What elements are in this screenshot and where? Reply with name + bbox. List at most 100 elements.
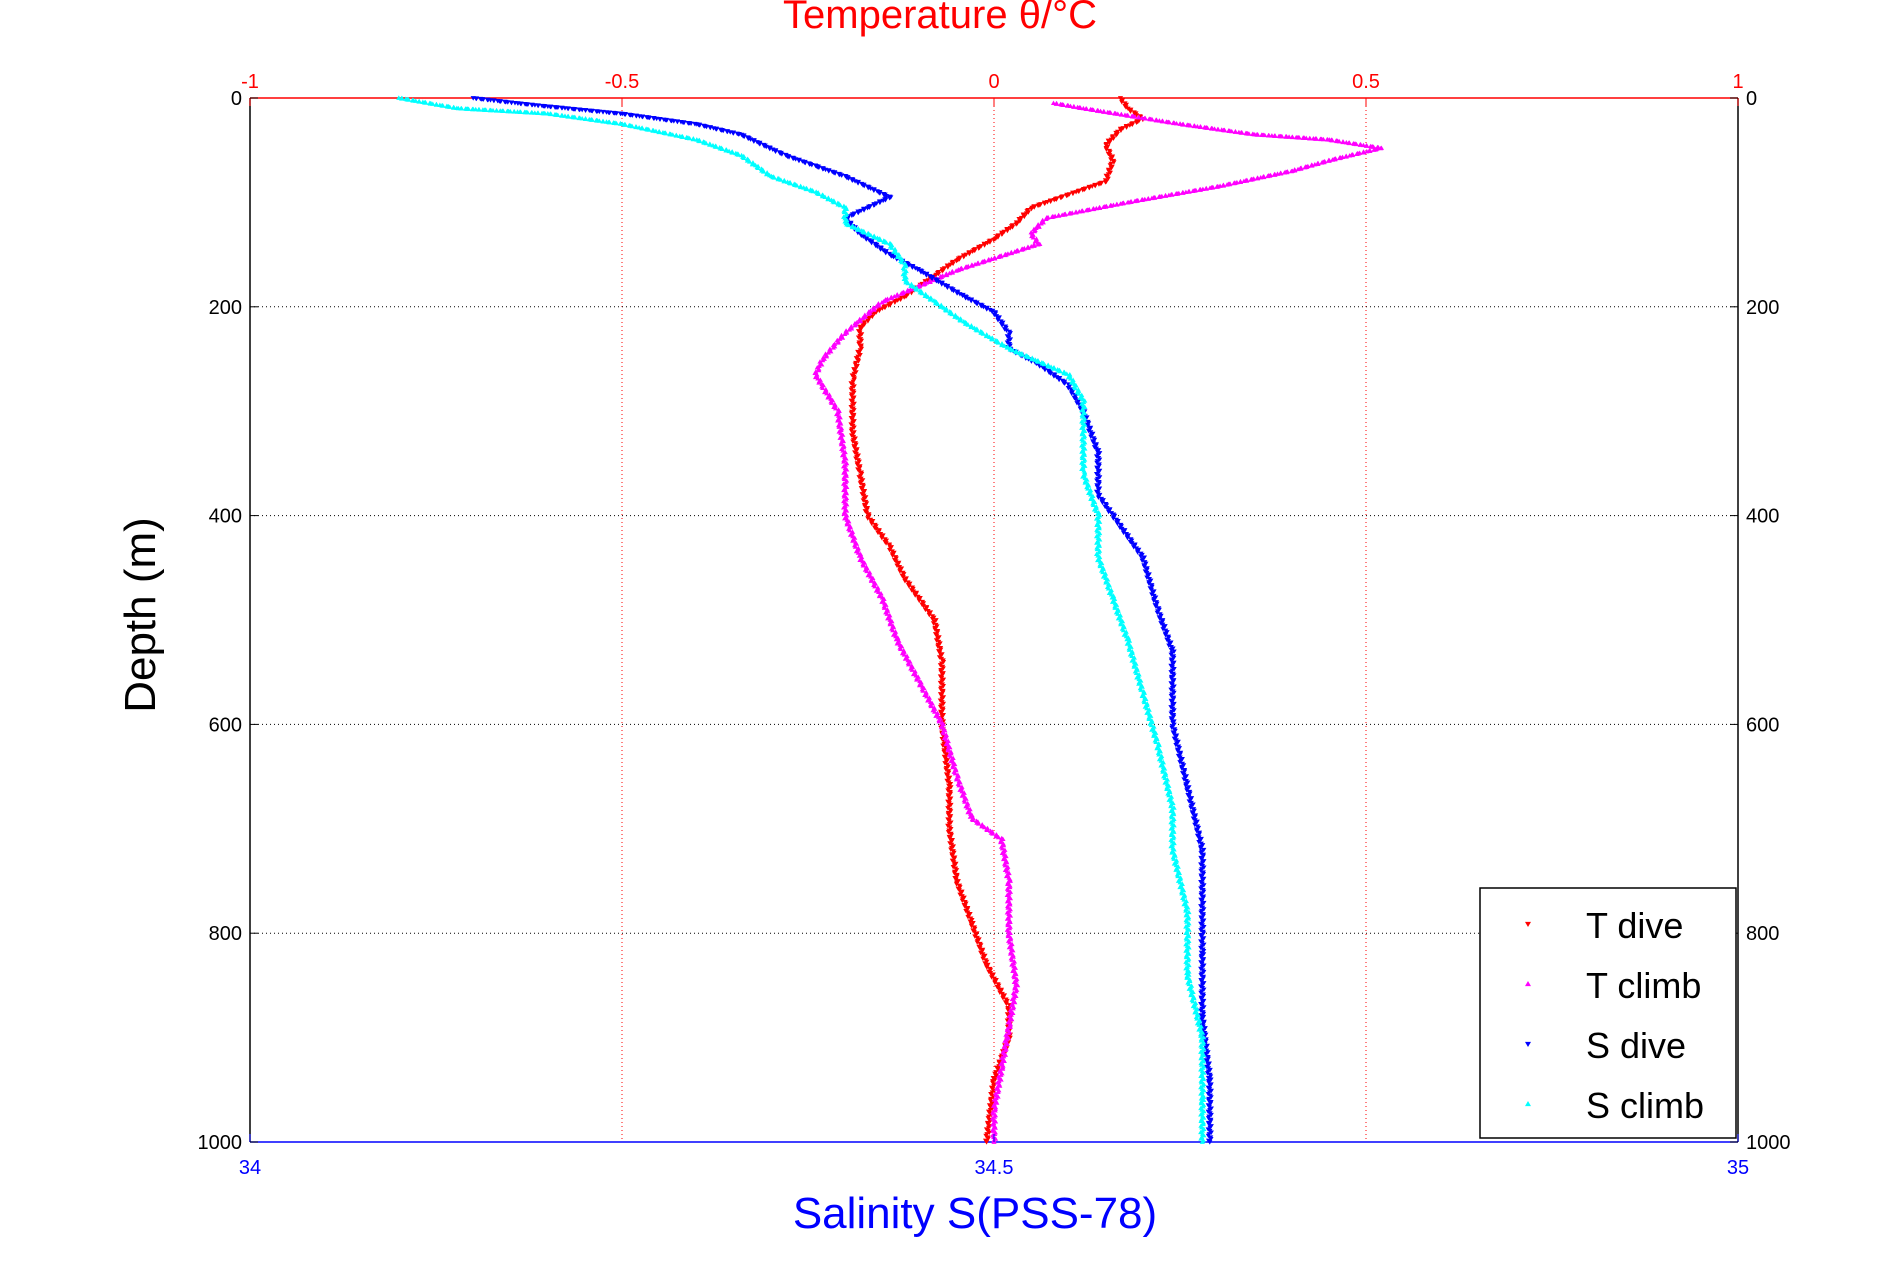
data-point <box>852 544 859 549</box>
data-point <box>1138 554 1144 559</box>
data-point <box>1076 209 1082 214</box>
data-point <box>962 265 969 270</box>
data-point <box>916 682 923 688</box>
data-point <box>1005 881 1011 886</box>
data-point <box>688 121 694 127</box>
data-point <box>1100 204 1107 210</box>
data-point <box>861 230 867 235</box>
data-point <box>950 864 956 870</box>
data-point <box>1188 805 1194 810</box>
data-point <box>837 435 843 440</box>
data-point <box>622 112 629 117</box>
data-point <box>856 341 862 347</box>
data-point <box>871 203 877 208</box>
data-point <box>855 359 862 364</box>
data-point <box>1139 558 1145 564</box>
x-top-tick-label: -1 <box>241 71 259 93</box>
x-bottom-tick-label: 34 <box>239 1157 261 1179</box>
data-point <box>1258 175 1264 180</box>
data-marks <box>396 95 1385 1145</box>
data-point <box>1191 123 1197 129</box>
data-point <box>1201 1035 1207 1040</box>
data-point <box>972 261 978 267</box>
data-point <box>1125 113 1131 118</box>
data-point <box>1281 170 1288 175</box>
tick-labels: -1 -0.5 0 0.5 1 34 34.5 35 0 0 200 200 400 400 600 600 8… <box>198 71 1791 1179</box>
data-point <box>1239 130 1245 135</box>
data-point <box>1357 142 1363 147</box>
data-point <box>1008 250 1015 256</box>
data-point <box>873 526 879 532</box>
data-point <box>1208 1095 1214 1100</box>
data-point <box>1114 521 1121 527</box>
data-point <box>968 923 975 929</box>
data-point <box>1051 197 1057 203</box>
data-point <box>894 293 900 298</box>
data-point <box>1141 699 1147 705</box>
data-point <box>959 898 965 903</box>
y-axis-title: Depth (m) <box>116 517 165 713</box>
data-point <box>962 904 968 909</box>
data-point <box>639 126 645 131</box>
data-point <box>1060 102 1067 107</box>
data-point <box>1309 163 1315 168</box>
data-point <box>1208 1119 1214 1124</box>
legend-marker <box>1525 1101 1531 1107</box>
data-point <box>1173 191 1179 196</box>
data-point <box>1007 1024 1013 1029</box>
data-point <box>1077 395 1083 400</box>
data-point <box>845 176 852 181</box>
data-point <box>1079 431 1085 437</box>
data-point <box>997 990 1003 995</box>
data-point <box>1198 955 1204 960</box>
data-point <box>891 249 897 254</box>
data-point <box>730 131 736 136</box>
data-point <box>992 1125 998 1130</box>
data-point <box>932 709 938 714</box>
data-point <box>525 102 531 107</box>
data-point <box>802 160 808 166</box>
data-point <box>1097 563 1103 569</box>
data-point <box>600 119 606 124</box>
data-point <box>897 646 904 652</box>
data-point <box>1106 140 1112 146</box>
data-point <box>872 583 878 589</box>
data-point <box>1183 954 1189 960</box>
data-point <box>1200 1059 1206 1064</box>
data-point <box>1194 829 1200 834</box>
data-point <box>1196 840 1202 845</box>
data-point <box>869 521 875 527</box>
data-point <box>1151 733 1157 738</box>
data-point <box>883 541 889 546</box>
data-point <box>879 535 885 541</box>
data-point <box>985 257 992 263</box>
data-point <box>985 1136 991 1142</box>
data-point <box>906 661 912 667</box>
data-point <box>940 731 947 736</box>
legend-marker <box>1525 981 1531 987</box>
data-point <box>1201 969 1207 975</box>
data-point <box>1198 875 1205 880</box>
data-point <box>1082 428 1088 434</box>
data-point <box>1110 136 1117 141</box>
data-point <box>858 338 865 344</box>
data-point <box>938 669 944 674</box>
data-point <box>962 799 968 804</box>
data-point <box>831 199 837 205</box>
data-point <box>1265 173 1271 179</box>
data-point <box>794 183 800 188</box>
data-point <box>1148 722 1155 728</box>
data-point <box>629 113 635 118</box>
data-point <box>1131 545 1137 550</box>
data-point <box>764 171 770 177</box>
data-point <box>1035 203 1041 209</box>
data-point <box>1198 886 1204 891</box>
data-point <box>1015 982 1021 988</box>
data-point <box>920 603 927 609</box>
data-point <box>1183 930 1189 936</box>
data-point <box>1183 783 1189 789</box>
data-point <box>1198 868 1204 874</box>
data-point <box>908 283 914 288</box>
data-point <box>1007 902 1013 907</box>
data-point <box>1065 386 1071 391</box>
